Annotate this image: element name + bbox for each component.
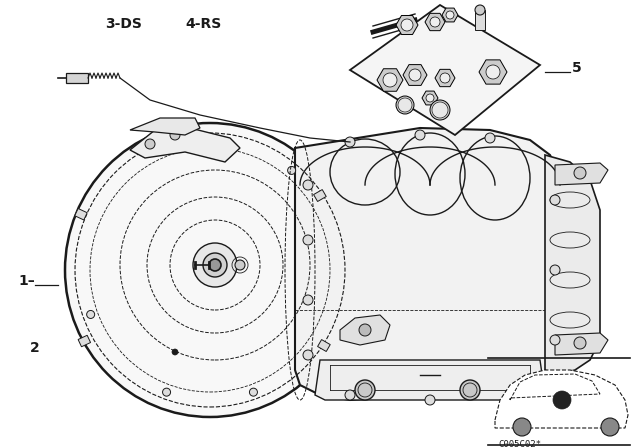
- Circle shape: [235, 260, 245, 270]
- Circle shape: [303, 235, 313, 245]
- Circle shape: [209, 259, 221, 271]
- Text: C005C02*: C005C02*: [498, 440, 541, 448]
- Circle shape: [574, 167, 586, 179]
- Circle shape: [145, 139, 155, 149]
- Circle shape: [359, 324, 371, 336]
- Circle shape: [250, 388, 257, 396]
- Circle shape: [345, 137, 355, 147]
- Circle shape: [398, 98, 412, 112]
- Text: 1–: 1–: [18, 274, 35, 288]
- Circle shape: [426, 94, 434, 102]
- Bar: [78, 335, 91, 347]
- Circle shape: [513, 418, 531, 436]
- Polygon shape: [435, 69, 455, 86]
- Circle shape: [396, 96, 414, 114]
- Bar: [66, 73, 88, 83]
- Polygon shape: [555, 333, 608, 355]
- Circle shape: [550, 195, 560, 205]
- Bar: [314, 190, 326, 202]
- Circle shape: [355, 380, 375, 400]
- Polygon shape: [403, 65, 427, 86]
- Polygon shape: [377, 69, 403, 91]
- Circle shape: [203, 253, 227, 277]
- Circle shape: [574, 337, 586, 349]
- Polygon shape: [315, 360, 545, 400]
- Polygon shape: [130, 118, 200, 135]
- Circle shape: [401, 19, 413, 31]
- Polygon shape: [442, 8, 458, 22]
- Circle shape: [505, 390, 515, 400]
- Circle shape: [409, 69, 421, 81]
- Circle shape: [550, 265, 560, 275]
- Bar: [75, 208, 87, 220]
- Circle shape: [415, 130, 425, 140]
- Polygon shape: [295, 128, 560, 400]
- Circle shape: [345, 390, 355, 400]
- Circle shape: [170, 130, 180, 140]
- Circle shape: [440, 73, 450, 83]
- Polygon shape: [510, 374, 600, 400]
- Circle shape: [163, 388, 171, 396]
- Circle shape: [303, 350, 313, 360]
- Text: 2: 2: [30, 341, 40, 355]
- Polygon shape: [479, 60, 507, 84]
- Polygon shape: [396, 16, 418, 34]
- Text: 5: 5: [572, 61, 582, 75]
- Polygon shape: [545, 155, 600, 375]
- Text: 4-RS: 4-RS: [185, 17, 221, 31]
- Circle shape: [485, 133, 495, 143]
- Circle shape: [430, 100, 450, 120]
- Circle shape: [601, 418, 619, 436]
- Polygon shape: [130, 128, 240, 162]
- Circle shape: [287, 166, 296, 174]
- Circle shape: [193, 243, 237, 287]
- Circle shape: [460, 380, 480, 400]
- Circle shape: [184, 138, 192, 146]
- Circle shape: [383, 73, 397, 87]
- Text: 3-DS: 3-DS: [105, 17, 142, 31]
- Polygon shape: [340, 315, 390, 345]
- Polygon shape: [495, 370, 628, 428]
- Circle shape: [446, 11, 454, 19]
- Polygon shape: [350, 5, 540, 135]
- Ellipse shape: [65, 123, 355, 417]
- Circle shape: [303, 295, 313, 305]
- Circle shape: [425, 395, 435, 405]
- Circle shape: [486, 65, 500, 79]
- Bar: [475, 10, 485, 30]
- Circle shape: [172, 349, 178, 355]
- Polygon shape: [422, 91, 438, 105]
- Circle shape: [303, 180, 313, 190]
- Circle shape: [430, 17, 440, 27]
- Circle shape: [553, 391, 571, 409]
- Circle shape: [86, 310, 95, 319]
- Ellipse shape: [475, 5, 485, 15]
- Circle shape: [432, 102, 448, 118]
- Bar: [317, 340, 330, 352]
- Circle shape: [550, 335, 560, 345]
- Polygon shape: [555, 163, 608, 185]
- Polygon shape: [425, 13, 445, 30]
